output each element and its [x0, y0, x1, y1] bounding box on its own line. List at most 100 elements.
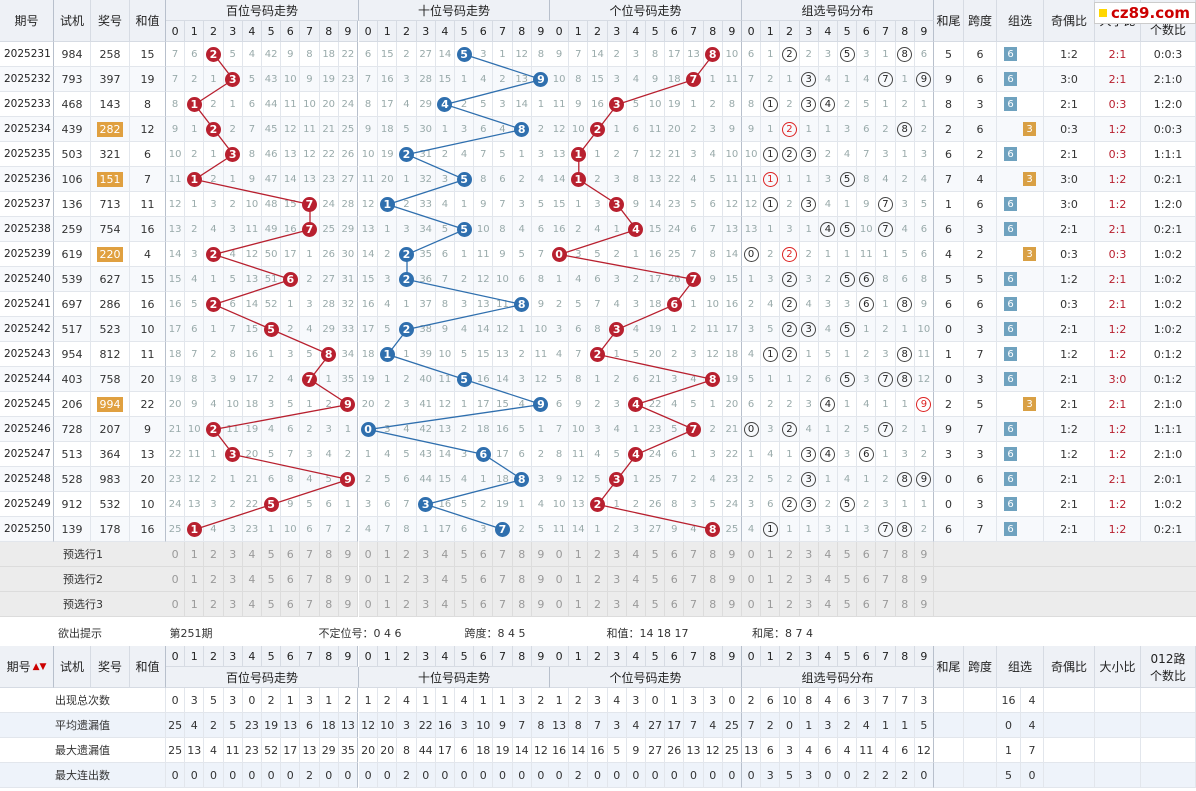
preselect-digit[interactable]: 6	[857, 592, 877, 617]
preselect-digit[interactable]: 5	[838, 592, 858, 617]
preselect-digit[interactable]: 0	[550, 592, 570, 617]
preselect-digit[interactable]: 3	[223, 592, 243, 617]
preselect-digit[interactable]: 0	[166, 567, 186, 592]
preselect-digit[interactable]: 9	[531, 567, 551, 592]
preselect-digit[interactable]: 8	[703, 567, 723, 592]
sort-arrows-icon[interactable]: ▲▼	[32, 661, 47, 672]
preselect-digit[interactable]: 6	[281, 542, 301, 567]
preselect-digit[interactable]: 8	[703, 592, 723, 617]
preselect-digit[interactable]: 9	[914, 542, 934, 567]
preselect-digit[interactable]: 7	[493, 567, 513, 592]
preselect-digit[interactable]: 2	[204, 567, 224, 592]
preselect-digit[interactable]: 2	[588, 592, 608, 617]
preselect-digit[interactable]: 6	[474, 567, 494, 592]
preselect-digit[interactable]: 9	[722, 592, 742, 617]
preselect-digit[interactable]: 8	[319, 542, 339, 567]
preselect-digit[interactable]: 4	[435, 567, 455, 592]
preselect-digit[interactable]: 4	[435, 592, 455, 617]
preselect-digit[interactable]: 6	[474, 542, 494, 567]
preselect-digit[interactable]: 1	[185, 592, 205, 617]
preselect-digit[interactable]: 1	[378, 567, 398, 592]
preselect-digit[interactable]: 6	[665, 542, 685, 567]
preselect-digit[interactable]: 1	[185, 542, 205, 567]
preselect-digit[interactable]: 7	[300, 592, 320, 617]
preselect-digit[interactable]: 5	[262, 542, 282, 567]
preselect-digit[interactable]: 4	[626, 542, 646, 567]
preselect-digit[interactable]: 8	[512, 592, 532, 617]
preselect-digit[interactable]: 1	[761, 567, 781, 592]
preselect-digit[interactable]: 6	[665, 592, 685, 617]
preselect-digit[interactable]: 4	[242, 592, 262, 617]
preselect-digit[interactable]: 3	[223, 542, 243, 567]
preselect-digit[interactable]: 3	[607, 567, 627, 592]
preselect-digit[interactable]: 5	[455, 592, 475, 617]
preselect-digit[interactable]: 8	[895, 542, 915, 567]
preselect-digit[interactable]: 0	[550, 567, 570, 592]
preselect-digit[interactable]: 3	[416, 592, 436, 617]
preselect-digit[interactable]: 8	[895, 592, 915, 617]
preselect-digit[interactable]: 9	[722, 542, 742, 567]
preselect-digit[interactable]: 1	[378, 542, 398, 567]
preselect-digit[interactable]: 6	[857, 567, 877, 592]
preselect-digit[interactable]: 7	[684, 542, 704, 567]
preselect-digit[interactable]: 5	[455, 567, 475, 592]
preselect-digit[interactable]: 7	[493, 542, 513, 567]
preselect-digit[interactable]: 8	[895, 567, 915, 592]
preselect-digit[interactable]: 5	[838, 542, 858, 567]
preselect-digit[interactable]: 2	[588, 542, 608, 567]
preselect-digit[interactable]: 7	[300, 542, 320, 567]
preselect-digit[interactable]: 3	[799, 567, 819, 592]
preselect-digit[interactable]: 0	[359, 542, 379, 567]
preselect-digit[interactable]: 2	[780, 542, 800, 567]
preselect-digit[interactable]: 6	[281, 567, 301, 592]
period-header[interactable]: 期号	[0, 0, 54, 42]
preselect-digit[interactable]: 1	[569, 567, 589, 592]
preselect-digit[interactable]: 6	[665, 567, 685, 592]
preselect-digit[interactable]: 3	[799, 592, 819, 617]
preselect-digit[interactable]: 3	[607, 542, 627, 567]
preselect-digit[interactable]: 5	[262, 592, 282, 617]
preselect-digit[interactable]: 0	[359, 592, 379, 617]
preselect-digit[interactable]: 2	[780, 592, 800, 617]
preselect-digit[interactable]: 3	[799, 542, 819, 567]
preselect-digit[interactable]: 0	[742, 592, 762, 617]
preselect-digit[interactable]: 2	[397, 542, 417, 567]
preselect-digit[interactable]: 5	[646, 592, 666, 617]
preselect-digit[interactable]: 7	[300, 567, 320, 592]
preselect-digit[interactable]: 7	[876, 592, 896, 617]
preselect-digit[interactable]: 0	[742, 567, 762, 592]
preselect-digit[interactable]: 2	[588, 567, 608, 592]
preselect-digit[interactable]: 6	[281, 592, 301, 617]
preselect-digit[interactable]: 9	[531, 592, 551, 617]
preselect-digit[interactable]: 9	[338, 542, 358, 567]
preselect-digit[interactable]: 4	[626, 567, 646, 592]
preselect-digit[interactable]: 2	[780, 567, 800, 592]
preselect-digit[interactable]: 2	[397, 567, 417, 592]
preselect-digit[interactable]: 8	[319, 567, 339, 592]
preselect-digit[interactable]: 3	[223, 567, 243, 592]
preselect-digit[interactable]: 1	[378, 592, 398, 617]
preselect-digit[interactable]: 2	[204, 592, 224, 617]
preselect-digit[interactable]: 2	[397, 592, 417, 617]
preselect-digit[interactable]: 1	[569, 542, 589, 567]
preselect-digit[interactable]: 2	[204, 542, 224, 567]
preselect-digit[interactable]: 3	[607, 592, 627, 617]
preselect-digit[interactable]: 5	[838, 567, 858, 592]
preselect-digit[interactable]: 4	[242, 567, 262, 592]
preselect-digit[interactable]: 9	[914, 567, 934, 592]
site-logo[interactable]: cz89.com	[1094, 2, 1196, 24]
preselect-digit[interactable]: 0	[166, 592, 186, 617]
preselect-digit[interactable]: 4	[626, 592, 646, 617]
preselect-digit[interactable]: 1	[761, 542, 781, 567]
preselect-digit[interactable]: 4	[242, 542, 262, 567]
preselect-digit[interactable]: 3	[416, 542, 436, 567]
preselect-digit[interactable]: 7	[876, 542, 896, 567]
preselect-digit[interactable]: 5	[646, 567, 666, 592]
preselect-digit[interactable]: 5	[455, 542, 475, 567]
preselect-digit[interactable]: 4	[818, 592, 838, 617]
preselect-digit[interactable]: 0	[166, 542, 186, 567]
preselect-digit[interactable]: 0	[742, 542, 762, 567]
preselect-digit[interactable]: 3	[416, 567, 436, 592]
preselect-digit[interactable]: 8	[512, 567, 532, 592]
preselect-digit[interactable]: 7	[493, 592, 513, 617]
